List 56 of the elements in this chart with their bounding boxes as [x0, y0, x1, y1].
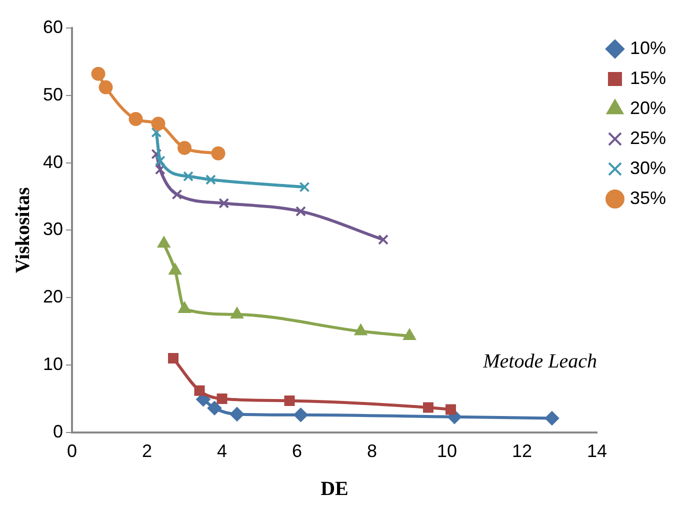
y-tick-label: 30 — [42, 219, 64, 240]
point — [168, 264, 182, 275]
legend-label: 20% — [630, 98, 666, 118]
point — [230, 407, 244, 422]
point — [168, 353, 179, 364]
point — [218, 198, 230, 208]
point — [354, 324, 367, 336]
point — [154, 156, 166, 166]
point — [378, 234, 388, 245]
point — [98, 80, 113, 94]
point — [178, 140, 192, 155]
x-tick-label: 12 — [512, 441, 532, 462]
point — [299, 182, 310, 192]
legend-label: 15% — [630, 68, 666, 88]
point — [284, 395, 295, 406]
legend-label: 25% — [630, 128, 666, 148]
y-tick-label: 40 — [42, 152, 64, 172]
point — [422, 402, 434, 413]
x-axis-title: DE — [320, 478, 348, 500]
point — [211, 146, 226, 160]
point — [151, 127, 162, 138]
point — [91, 66, 106, 81]
legend-label: 10% — [630, 38, 666, 58]
y-tick-label: 50 — [42, 84, 64, 104]
point — [216, 393, 228, 404]
point — [544, 411, 559, 426]
x-tick-label: 2 — [142, 441, 152, 462]
x-tick-label: 14 — [586, 441, 607, 462]
y-axis-title: Viskositas — [12, 187, 34, 274]
point — [445, 404, 456, 415]
x-tick-label: 0 — [67, 441, 78, 462]
legend-label: 35% — [630, 188, 666, 208]
point — [128, 112, 143, 126]
y-tick-label: 60 — [42, 16, 64, 37]
point — [172, 189, 182, 200]
point — [208, 401, 222, 416]
point — [403, 329, 416, 340]
legend-label: 30% — [630, 158, 666, 178]
y-tick-label: 0 — [53, 421, 64, 442]
point — [294, 408, 308, 422]
point — [154, 164, 166, 175]
annotation: Metode Leach — [482, 350, 597, 373]
point — [151, 116, 166, 131]
point — [178, 302, 191, 314]
point — [194, 385, 205, 396]
point — [230, 307, 244, 318]
x-tick-label: 10 — [436, 441, 458, 462]
y-tick-label: 10 — [42, 354, 64, 374]
point — [183, 171, 194, 182]
point — [158, 236, 170, 248]
x-tick-label: 6 — [292, 441, 302, 462]
x-tick-label: 4 — [217, 441, 228, 462]
point — [296, 206, 306, 217]
y-tick-label: 20 — [42, 286, 64, 307]
point — [206, 174, 216, 185]
x-tick-label: 8 — [366, 441, 377, 462]
